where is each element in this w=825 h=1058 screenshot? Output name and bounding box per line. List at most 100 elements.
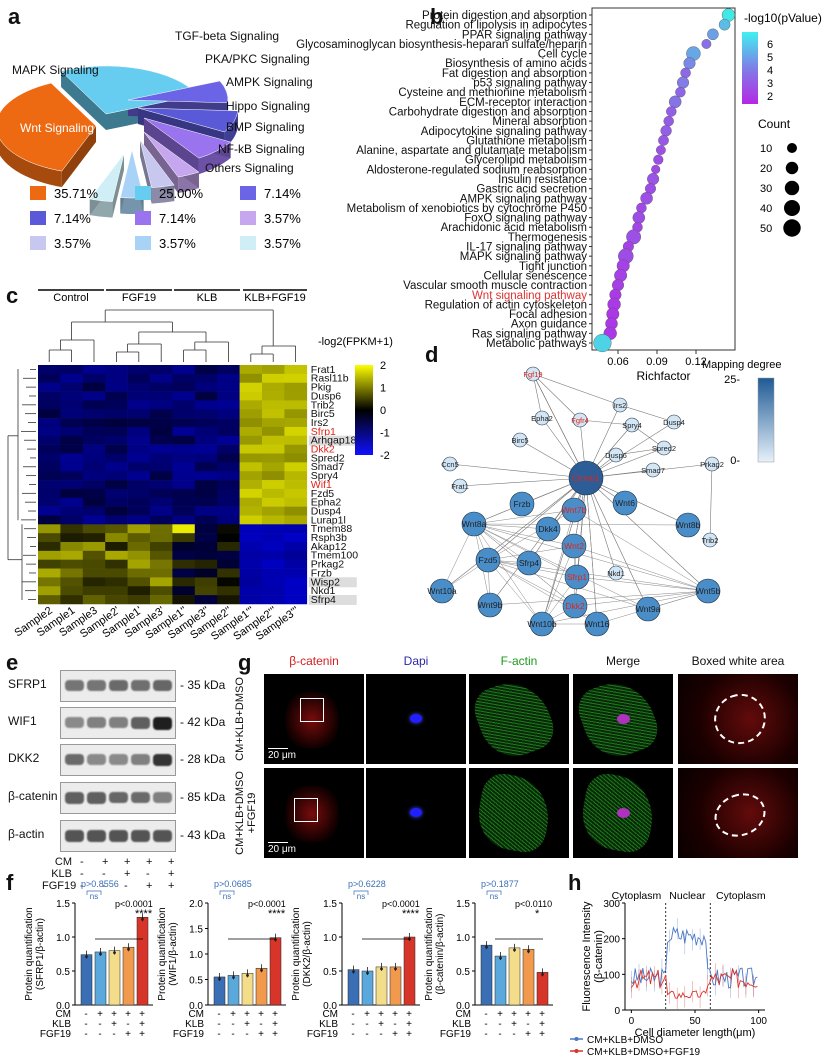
pie-slice-wall: [61, 71, 106, 130]
heatmap-cell: [38, 373, 61, 383]
heatmap-cell: [217, 426, 240, 437]
heatmap-cell: [60, 471, 84, 481]
heatmap-cell: [127, 400, 151, 410]
ns-bracket: [353, 890, 369, 895]
heatmap-cell: [284, 515, 308, 525]
blot-kda: - 85 kDa: [180, 790, 226, 804]
heatmap-cell: [127, 382, 151, 392]
gene-label: Birc5: [311, 408, 335, 420]
data-point: [541, 972, 544, 976]
bubble: [718, 18, 731, 31]
network-node: [572, 412, 588, 428]
legend-swatch: [240, 186, 256, 200]
heatmap-cell: [194, 577, 218, 587]
y-axis-label-line: (DKK2/β-actin): [302, 921, 313, 987]
heatmap-cell: [239, 577, 263, 587]
heatmap-cell: [284, 373, 308, 383]
network-node: [645, 462, 661, 478]
p-value: p<0.0001: [248, 899, 286, 909]
pie-label: MAPK Signaling: [12, 63, 99, 77]
term-label: Regulation of lipolysis in adipocytes: [405, 20, 587, 32]
y-tick-label: 1.5: [189, 925, 203, 936]
heatmap-cell: [82, 435, 106, 445]
heatmap-cell: [284, 365, 308, 375]
network-node: [509, 491, 535, 517]
term-label: Alanine, aspartate and glutamate metabol…: [356, 145, 587, 157]
network-edge: [585, 477, 598, 625]
heatmap-cell: [38, 480, 61, 490]
heatmap-cell: [82, 480, 106, 490]
panel-label-c: c: [6, 283, 19, 308]
pie-slice-wall: [61, 126, 96, 188]
gene-heatmap: Control FGF19 KLB KLB+FGF19 Frat1Rasl11bPkig…: [7, 289, 393, 643]
heatmap-cell: [150, 559, 173, 569]
heatmap-cell: [150, 568, 173, 578]
y-axis-label-line: Protein quantification: [24, 907, 35, 1000]
pie-label: TGF-beta Signaling: [175, 29, 279, 43]
heatmap-cell: [127, 471, 151, 481]
heatmap-cell: [60, 506, 84, 516]
condition-label: CM: [455, 1009, 471, 1020]
heatmap-cell: [127, 506, 151, 516]
heatmap-cell: [194, 409, 218, 419]
heatmap-cell: [194, 365, 218, 375]
y-tick-label: 1.5: [456, 899, 470, 910]
heatmap-cell: [262, 418, 285, 428]
condition-sign: +: [258, 1009, 264, 1020]
gene-label: Irs2: [311, 417, 329, 429]
blot-band: [131, 717, 150, 729]
condition-sign: -: [217, 1009, 220, 1020]
blot-label: DKK2: [8, 751, 40, 765]
heatmap-cell: [105, 391, 128, 401]
data-point: [485, 945, 488, 949]
network-node-label: Spred2: [652, 444, 676, 453]
heatmap-cell: [217, 595, 240, 605]
pie-slice: [143, 117, 232, 159]
blot-label: WIF1: [8, 714, 37, 728]
heatmap-cell: [38, 400, 61, 410]
heatmap-cell: [262, 462, 285, 472]
p-value: p<0.0001: [382, 899, 420, 909]
condition-sign: -: [80, 856, 84, 868]
blot-strip: [60, 782, 176, 814]
data-point: [527, 949, 530, 953]
network-edge: [585, 421, 675, 479]
size-dot: [786, 142, 798, 154]
heatmap-cell: [60, 524, 84, 534]
heatmap-cell: [150, 471, 173, 481]
heatmap-cell: [38, 542, 61, 552]
heatmap-cell: [105, 435, 128, 445]
heatmap-cell: [217, 409, 240, 419]
y-axis-label-line: Fluorescence Intensity: [581, 901, 593, 1012]
gene-highlight: [308, 594, 357, 605]
heatmap-cell: [239, 471, 263, 481]
significance-stars: *: [535, 908, 540, 920]
condition-sign: +: [406, 1029, 412, 1040]
color-tick: 4: [767, 65, 773, 77]
blot-band: [109, 830, 128, 842]
condition-label: FGF19: [440, 1029, 472, 1040]
heatmap-cell: [194, 382, 218, 392]
heatmap-cell: [172, 435, 196, 445]
heatmap-cell: [262, 586, 285, 596]
network-node-label: Sfrp1: [567, 572, 588, 582]
network-edge: [619, 404, 675, 423]
blot-band: [87, 754, 106, 765]
condition-sign: -: [231, 1019, 234, 1030]
network-edge: [487, 477, 587, 561]
ppi-network: Fgf19 Irs2 Epha2 Fgfr4 Spry4 Dusp4 Birc5 Spred2…: [427, 359, 782, 637]
heatmap-cell: [172, 577, 196, 587]
blot-strip: [60, 744, 176, 776]
heatmap-cell: [284, 506, 308, 516]
heatmap-cell: [172, 426, 196, 437]
region-label: Cytoplasm: [716, 890, 766, 902]
heatmap-cell: [262, 515, 285, 525]
blot-band: [131, 830, 150, 842]
heatmap-cell: [284, 426, 308, 437]
data-point: [141, 917, 144, 921]
heatmap-cell: [194, 471, 218, 481]
heatmap-cell: [127, 542, 151, 552]
heatmap-cell: [127, 453, 151, 463]
heatmap-cell: [127, 462, 151, 472]
condition-sign: -: [393, 1019, 396, 1030]
